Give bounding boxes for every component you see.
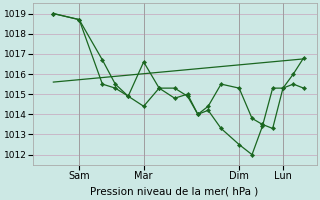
X-axis label: Pression niveau de la mer( hPa ): Pression niveau de la mer( hPa )	[91, 187, 259, 197]
